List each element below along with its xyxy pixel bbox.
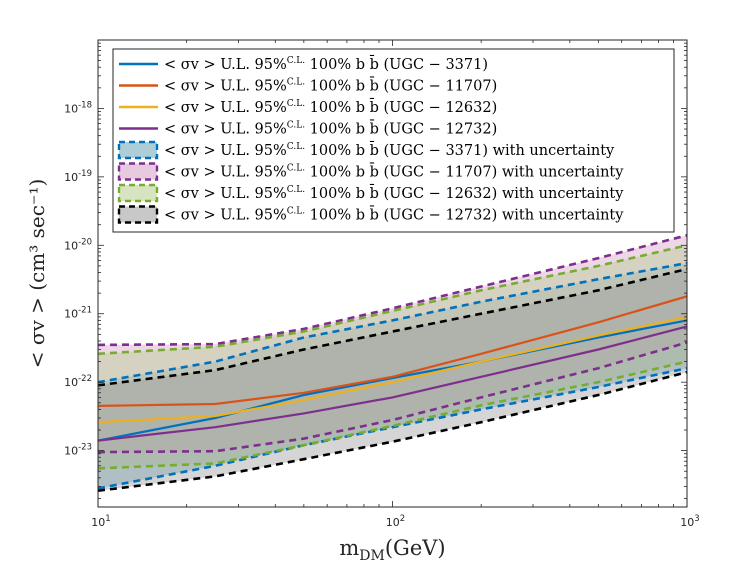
band-lower-edge-6: [98, 360, 687, 470]
legend-label-0: < σv > U.L. 95%C.L. 100% b b̄ (UGC − 337…: [164, 55, 488, 73]
axes: 101 102 103 10-23 10-22 10-21 10-20 10-19 10-18 m…: [25, 39, 700, 564]
series-line-0: [98, 319, 687, 442]
band-fill-7: [98, 269, 687, 491]
legend-swatch-5: [117, 162, 159, 181]
legend-label-4: < σv > U.L. 95%C.L. 100% b b̄ (UGC − 337…: [164, 141, 615, 159]
series-line-1: [98, 295, 687, 407]
legend-box: [112, 48, 675, 233]
y-axis-label: < σv > (cm³ sec⁻¹): [25, 179, 49, 369]
x-tick-label-1: 102: [386, 514, 405, 529]
y-tick-label-2: 10-21: [64, 306, 92, 321]
legend-label-5: < σv > U.L. 95%C.L. 100% b b̄ (UGC − 117…: [164, 162, 624, 180]
band-upper-edge-7: [98, 267, 687, 387]
y-tick-label-0: 10-23: [64, 443, 92, 458]
band-upper-edge-6: [98, 244, 687, 356]
legend-label-7: < σv > U.L. 95%C.L. 100% b b̄ (UGC − 127…: [164, 205, 624, 223]
legend-label-2: < σv > U.L. 95%C.L. 100% b b̄ (UGC − 126…: [164, 98, 497, 116]
band-lower-edge-4: [98, 366, 687, 490]
legend-label-6: < σv > U.L. 95%C.L. 100% b b̄ (UGC − 126…: [164, 184, 624, 202]
series-line-3: [98, 325, 687, 442]
y-tick-label-5: 10-18: [64, 100, 92, 115]
series-line-2: [98, 315, 687, 424]
plot-area: [98, 234, 687, 492]
y-tick-label-3: 10-20: [64, 237, 92, 252]
y-tick-label-1: 10-22: [64, 374, 92, 389]
band-lower-edge-7: [98, 370, 687, 492]
x-tick-label-0: 101: [91, 514, 110, 529]
y-tick-label-4: 10-19: [64, 169, 92, 184]
band-upper-edge-4: [98, 261, 687, 384]
band-lower-edge-5: [98, 341, 687, 454]
x-axis-label: mDM(GeV): [339, 536, 445, 564]
legend-swatch-6: [117, 183, 159, 203]
band-fill-5: [98, 235, 687, 453]
x-tick-label-2: 103: [680, 514, 699, 529]
band-upper-edge-5: [98, 234, 687, 347]
legend-swatch-7: [117, 205, 159, 224]
legend: < σv > U.L. 95%C.L. 100% b b̄ (UGC − 337…: [112, 48, 675, 233]
legend-swatch-4: [117, 140, 159, 160]
legend-label-1: < σv > U.L. 95%C.L. 100% b b̄ (UGC − 117…: [164, 76, 497, 94]
legend-label-3: < σv > U.L. 95%C.L. 100% b b̄ (UGC − 127…: [164, 119, 497, 137]
